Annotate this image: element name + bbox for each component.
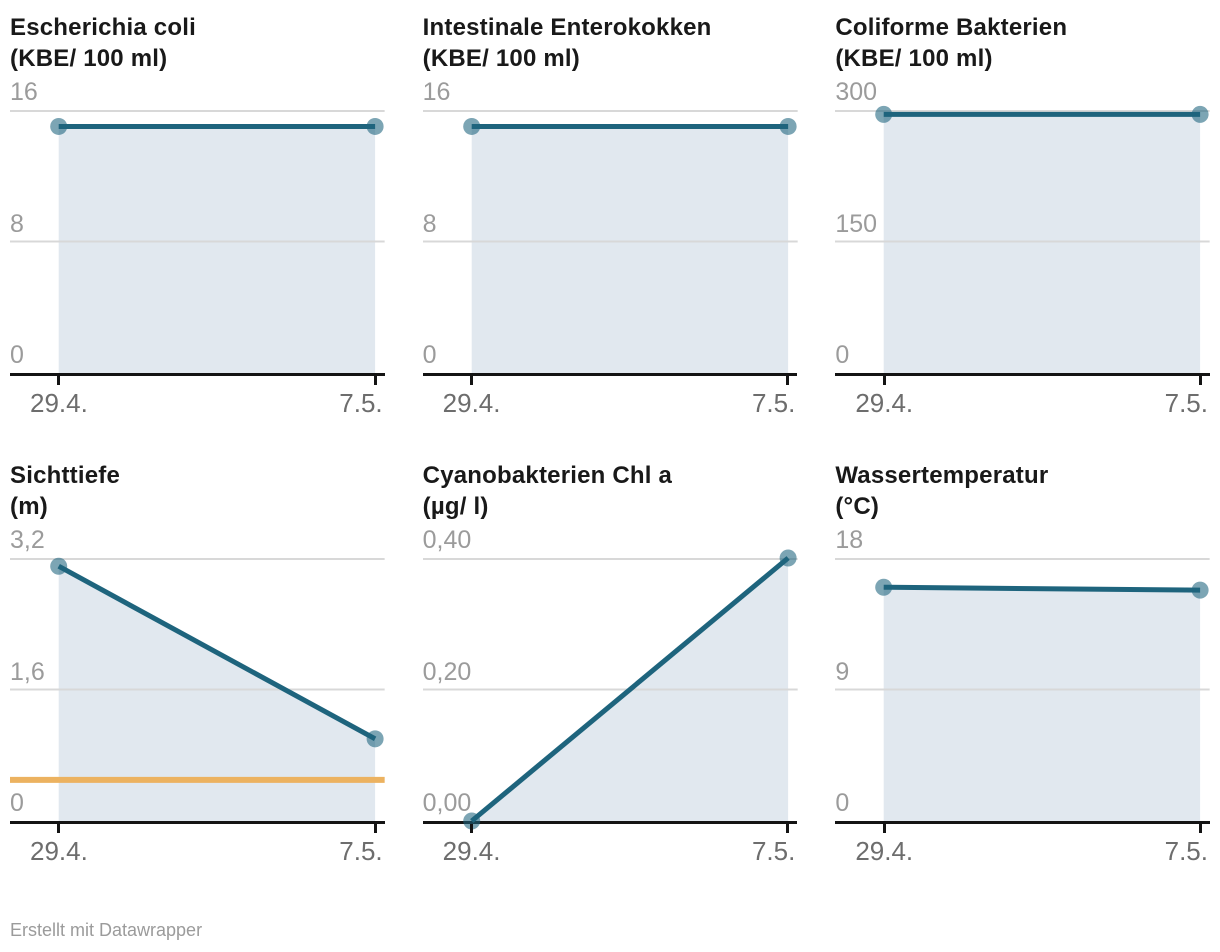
data-line [469, 556, 790, 823]
y-tick-label-max: 16 [10, 78, 38, 106]
chart-panel-wassertemperatur: Wassertemperatur (°C) 18 9 0 29.4. 7.5. [835, 460, 1210, 870]
charts-grid: Escherichia coli (KBE/ 100 ml) 16 8 0 29… [10, 12, 1210, 870]
x-tick-mark-last [1198, 376, 1202, 385]
x-axis: 29.4. 7.5. [423, 376, 798, 422]
datawrapper-credit: Erstellt mit Datawrapper [10, 920, 203, 940]
x-tick-mark-last [1198, 824, 1202, 833]
y-tick-label-mid: 1,6 [10, 657, 45, 686]
x-tick-mark-first [882, 376, 886, 385]
x-tick-mark-first [882, 824, 886, 833]
area-fill [884, 587, 1201, 821]
y-tick-label-mid: 8 [422, 209, 437, 238]
x-tick-mark-last [786, 824, 790, 833]
x-tick-label-first: 29.4. [442, 836, 501, 866]
chart-title-line2: (KBE/ 100 ml) [10, 45, 168, 72]
chart-title-line1: Coliforme Bakterien [835, 14, 1068, 41]
y-tick-label-mid: 150 [835, 209, 878, 238]
x-tick-mark-first [57, 376, 61, 385]
y-tick-label-max: 3,2 [10, 526, 45, 554]
chart-title: Sichttiefe (m) [10, 460, 385, 522]
chart-panel-escherichia-coli: Escherichia coli (KBE/ 100 ml) 16 8 0 29… [10, 12, 385, 422]
chart-title-line1: Intestinale Enterokokken [422, 14, 712, 41]
area-fill [884, 114, 1201, 373]
chart-title-line1: Cyanobakterien Chl a [422, 462, 673, 489]
y-tick-label-mid: 9 [835, 657, 850, 686]
chart-panel-coliforme-bakterien: Coliforme Bakterien (KBE/ 100 ml) 300 15… [835, 12, 1210, 422]
x-tick-label-first: 29.4. [855, 388, 914, 418]
chart-title-line2: (m) [10, 493, 48, 520]
chart-panel-cyanobakterien-chl-a: Cyanobakterien Chl a (µg/ l) 0,40 0,20 0… [422, 460, 798, 870]
y-tick-label-zero: 0 [422, 341, 437, 369]
chart-canvas [835, 558, 1210, 821]
y-tick-label-zero: 0 [835, 789, 850, 817]
data-line [57, 564, 377, 742]
plot-area: 0,40 0,20 0,00 [422, 526, 798, 830]
x-axis: 29.4. 7.5. [423, 824, 798, 870]
x-tick-label-first: 29.4. [442, 388, 501, 418]
x-tick-mark-first [57, 824, 61, 833]
chart-canvas [422, 110, 798, 373]
y-tick-label-mid: 0,20 [422, 657, 472, 686]
plot-area: 16 8 0 [422, 78, 798, 376]
y-tick-label-zero: 0,00 [422, 789, 472, 817]
plot-area: 300 150 0 [835, 78, 1210, 376]
chart-canvas [10, 557, 385, 821]
x-tick-label-first: 29.4. [30, 836, 88, 866]
x-tick-mark-last [373, 376, 377, 385]
chart-title-line2: (KBE/ 100 ml) [422, 45, 580, 72]
area-fill [58, 126, 376, 373]
x-tick-label-last: 7.5. [339, 388, 383, 418]
x-tick-label-last: 7.5. [1164, 388, 1208, 418]
x-tick-label-first: 29.4. [855, 836, 914, 866]
data-line [884, 584, 1201, 593]
y-tick-label-zero: 0 [10, 789, 24, 817]
x-tick-mark-last [786, 376, 790, 385]
area-fill [471, 126, 788, 373]
y-tick-label-max: 300 [835, 78, 878, 106]
y-tick-label-zero: 0 [835, 341, 850, 369]
x-tick-mark-first [469, 824, 473, 833]
x-tick-label-last: 7.5. [1164, 836, 1208, 866]
y-tick-label-zero: 0 [10, 341, 24, 369]
chart-panel-sichttiefe: Sichttiefe (m) 3,2 1,6 0 29.4. 7.5. [10, 460, 385, 870]
chart-title-line2: (KBE/ 100 ml) [835, 45, 993, 72]
plot-area: 3,2 1,6 0 [10, 526, 385, 824]
chart-panel-intestinale-enterokokken: Intestinale Enterokokken (KBE/ 100 ml) 1… [422, 12, 798, 422]
chart-canvas [835, 105, 1210, 373]
chart-title-line2: (°C) [835, 493, 880, 520]
chart-canvas [422, 549, 798, 830]
y-tick-label-max: 16 [422, 78, 451, 106]
chart-title-line1: Wassertemperatur [835, 462, 1049, 489]
chart-title: Wassertemperatur (°C) [835, 460, 1210, 522]
data-point-dot[interactable] [50, 117, 68, 135]
chart-title-line1: Escherichia coli [10, 14, 196, 41]
data-point-dot[interactable] [1191, 105, 1209, 123]
chart-title: Escherichia coli (KBE/ 100 ml) [10, 12, 385, 74]
chart-canvas [10, 110, 385, 373]
x-axis: 29.4. 7.5. [835, 824, 1210, 870]
x-tick-label-last: 7.5. [339, 836, 383, 866]
chart-title: Cyanobakterien Chl a (µg/ l) [423, 460, 798, 522]
x-tick-mark-last [373, 824, 377, 833]
x-axis: 29.4. 7.5. [835, 376, 1210, 422]
y-tick-label-max: 0,40 [422, 526, 472, 554]
x-axis: 29.4. 7.5. [10, 376, 385, 422]
x-tick-mark-first [469, 376, 473, 385]
plot-area: 16 8 0 [10, 78, 385, 376]
x-axis: 29.4. 7.5. [10, 824, 385, 870]
data-point-dot[interactable] [462, 117, 480, 135]
y-tick-label-max: 18 [835, 526, 864, 554]
data-point-dot[interactable] [1191, 581, 1209, 599]
chart-title: Coliforme Bakterien (KBE/ 100 ml) [835, 12, 1210, 74]
area-fill [58, 566, 376, 821]
chart-title-line1: Sichttiefe [10, 462, 121, 489]
plot-area: 18 9 0 [835, 526, 1210, 824]
x-tick-label-last: 7.5. [751, 388, 796, 418]
chart-title: Intestinale Enterokokken (KBE/ 100 ml) [423, 12, 798, 74]
y-tick-label-mid: 8 [10, 209, 24, 238]
x-tick-label-first: 29.4. [30, 388, 88, 418]
chart-title-line2: (µg/ l) [422, 493, 489, 520]
x-tick-label-last: 7.5. [751, 836, 796, 866]
